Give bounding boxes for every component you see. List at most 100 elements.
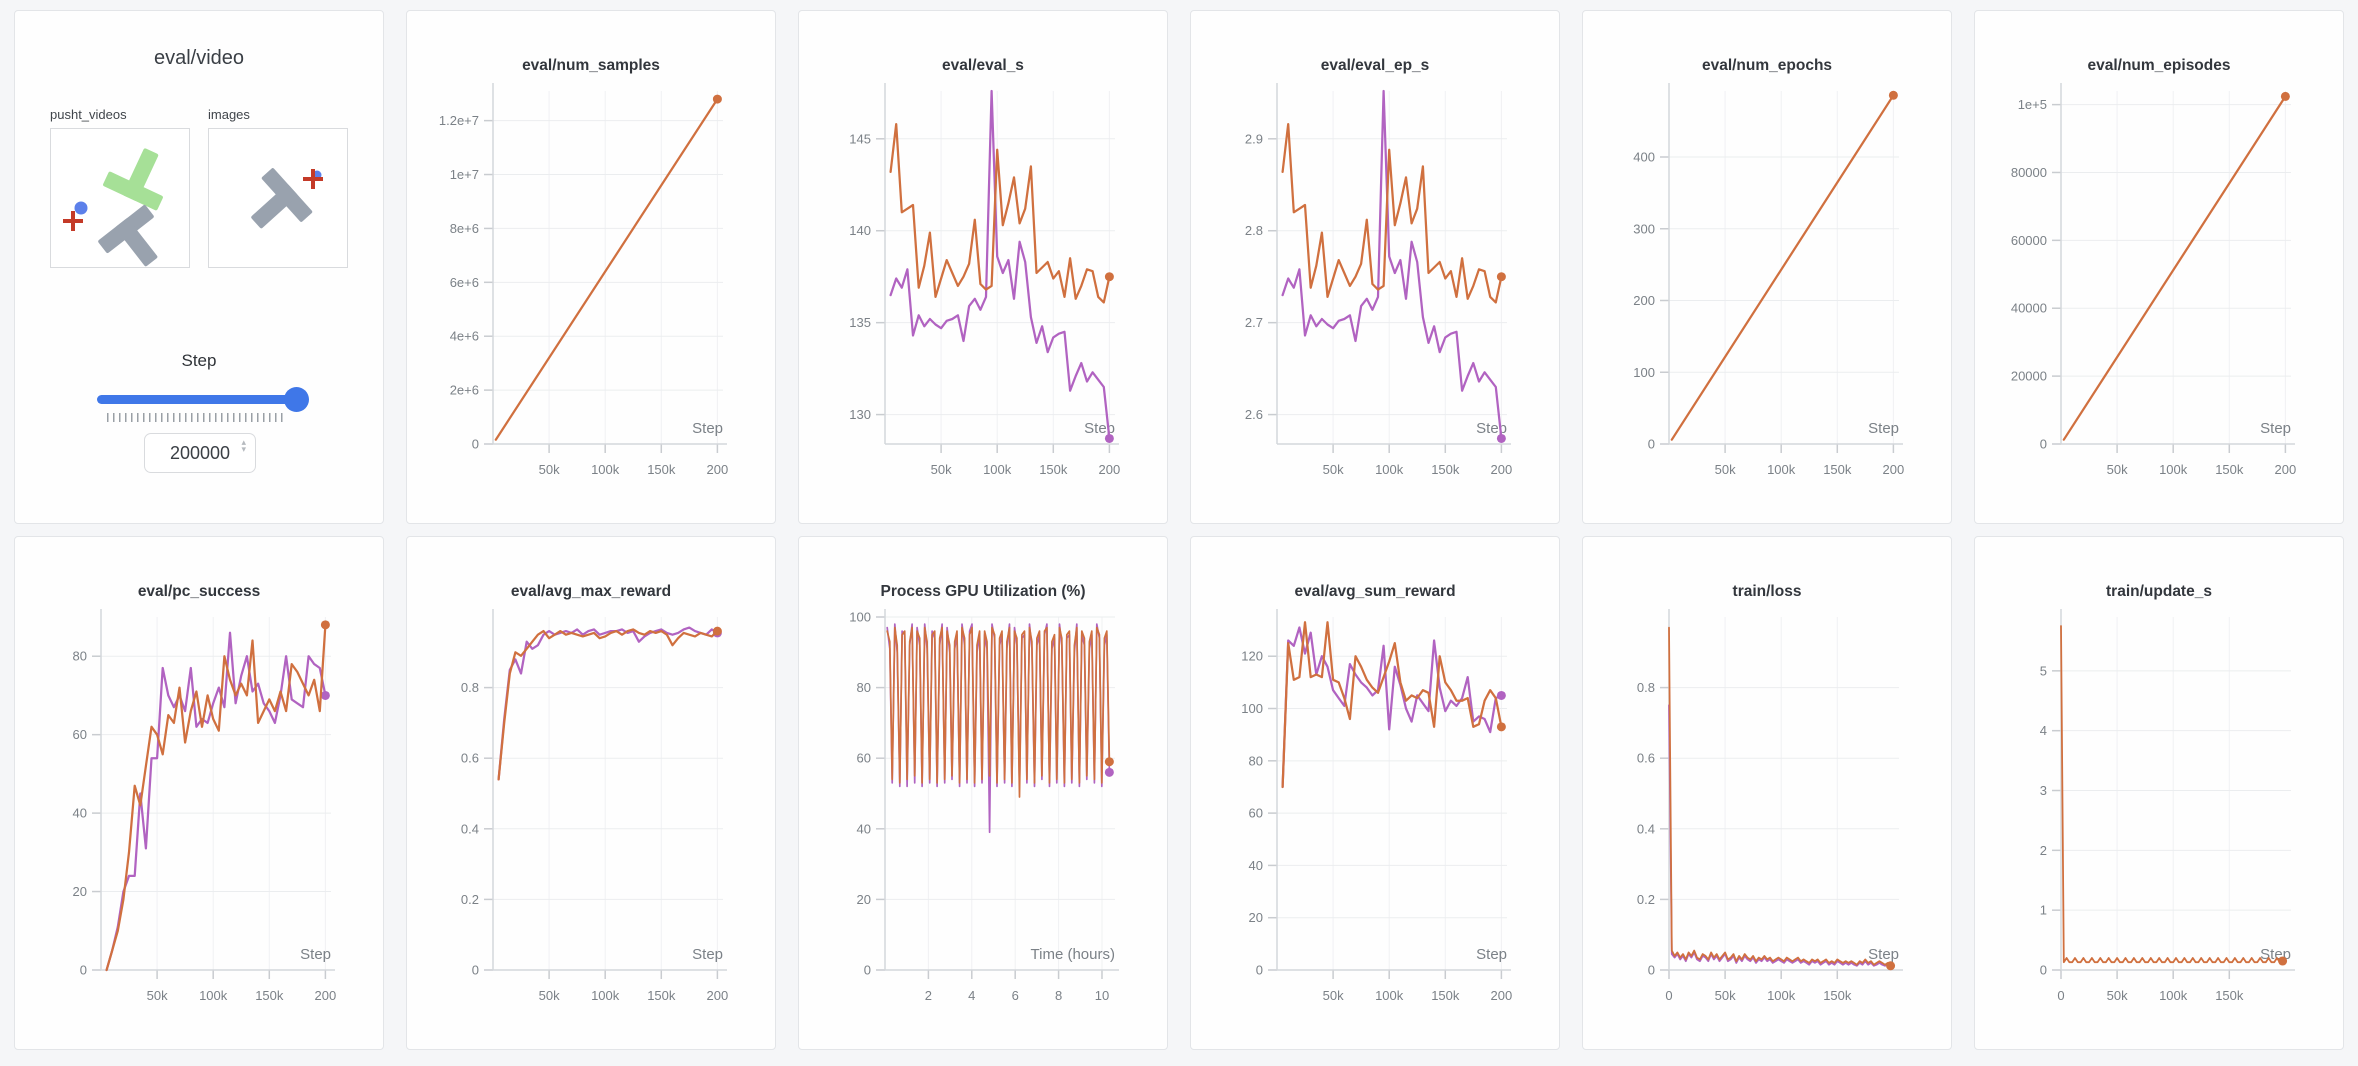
svg-text:0: 0 xyxy=(472,963,479,978)
chart-panel-eval-eval-ep-s[interactable]: eval/eval_ep_s 50k 100k 150k 200 2.6 2.7 2.8 2.9… xyxy=(1190,10,1560,524)
x-axis-label: Step xyxy=(1868,946,1899,963)
svg-text:100k: 100k xyxy=(1767,988,1796,1003)
series-line-purple xyxy=(1281,89,1503,440)
svg-text:40: 40 xyxy=(1249,858,1263,873)
series-line-orange xyxy=(494,97,719,441)
svg-text:0.8: 0.8 xyxy=(461,680,479,695)
chart-panel-process-gpu-utilization[interactable]: Process GPU Utilization (%) 2 4 6 8 10 0 20 40 60… xyxy=(798,536,1168,1050)
chart-panel-train-loss[interactable]: train/loss 0 50k 100k 150k 0 0.2 0.4 0.6 0.8 Step xyxy=(1582,536,1952,1050)
chart-panel-train-update-s[interactable]: train/update_s 0 50k 100k 150k 0 1 2 3 4 5 Step xyxy=(1974,536,2344,1050)
pusht-video-frame xyxy=(63,148,163,267)
chart-title: eval/eval_ep_s xyxy=(1320,57,1430,74)
chart-panel-eval-num-episodes[interactable]: eval/num_episodes 50k 100k 150k 200 0 20000 400… xyxy=(1974,10,2344,524)
svg-text:10: 10 xyxy=(1095,988,1109,1003)
series-line-orange xyxy=(1668,626,1892,967)
svg-text:0: 0 xyxy=(1648,963,1655,978)
spinner-down-icon[interactable]: ▾ xyxy=(241,444,246,454)
series-endpoint-purple xyxy=(1496,690,1506,700)
step-input[interactable] xyxy=(165,442,235,464)
spinner-up-icon[interactable]: ▴ xyxy=(241,437,246,447)
chart-canvas-eval-avg-max-reward[interactable]: 50k 100k 150k 200 0 0.2 0.4 0.6 0.8 Step xyxy=(407,607,775,1050)
chart-title: eval/num_epochs xyxy=(1701,57,1833,74)
svg-text:150k: 150k xyxy=(1039,462,1068,477)
svg-text:200: 200 xyxy=(1883,462,1905,477)
chart-canvas-eval-num-episodes[interactable]: 50k 100k 150k 200 0 20000 40000 60000 80000 1e+5 S… xyxy=(1975,81,2343,524)
chart-panel-eval-eval-s[interactable]: eval/eval_s 50k 100k 150k 200 130 135 140 145 Ste… xyxy=(798,10,1168,524)
svg-text:2: 2 xyxy=(925,988,932,1003)
svg-text:0: 0 xyxy=(1665,988,1672,1003)
chart-panel-eval-num-samples[interactable]: eval/num_samples 50k 100k 150k 200 0 2e+6 4e+6 6… xyxy=(406,10,776,524)
svg-text:200: 200 xyxy=(2275,462,2297,477)
series-endpoint-orange xyxy=(2278,956,2288,966)
svg-text:120: 120 xyxy=(1241,649,1263,664)
step-slider-track[interactable] xyxy=(97,387,309,412)
svg-text:100: 100 xyxy=(1633,365,1655,380)
svg-text:0.2: 0.2 xyxy=(1637,892,1655,907)
svg-text:150k: 150k xyxy=(2215,462,2244,477)
svg-text:20: 20 xyxy=(857,892,871,907)
svg-text:40000: 40000 xyxy=(2011,301,2047,316)
svg-text:150k: 150k xyxy=(2215,988,2244,1003)
chart-canvas-eval-num-samples[interactable]: 50k 100k 150k 200 0 2e+6 4e+6 6e+6 8e+6 1e+7 1.2e+… xyxy=(407,81,775,524)
svg-text:1e+5: 1e+5 xyxy=(2018,97,2047,112)
svg-text:6e+6: 6e+6 xyxy=(450,275,479,290)
svg-text:60: 60 xyxy=(73,727,87,742)
svg-text:0: 0 xyxy=(2040,437,2047,452)
svg-text:50k: 50k xyxy=(931,462,952,477)
svg-text:0: 0 xyxy=(1256,963,1263,978)
series-endpoint-purple xyxy=(1104,433,1114,443)
svg-text:4: 4 xyxy=(968,988,975,1003)
series-endpoint-orange xyxy=(320,620,330,630)
svg-text:100: 100 xyxy=(849,610,871,625)
chart-title: eval/avg_max_reward xyxy=(510,583,672,600)
target-cross-icon xyxy=(303,169,323,189)
step-spinner: ▴ ▾ xyxy=(241,437,246,454)
svg-text:130: 130 xyxy=(849,407,871,422)
step-slider-ruler xyxy=(107,413,287,422)
svg-text:145: 145 xyxy=(849,131,871,146)
svg-text:2.6: 2.6 xyxy=(1245,407,1263,422)
svg-text:150k: 150k xyxy=(255,988,284,1003)
chart-canvas-eval-num-epochs[interactable]: 50k 100k 150k 200 0 100 200 300 400 Step xyxy=(1583,81,1951,524)
svg-text:4e+6: 4e+6 xyxy=(450,329,479,344)
images-thumbnail[interactable] xyxy=(208,128,348,268)
series-line-orange xyxy=(886,626,1111,798)
step-slider-thumb[interactable] xyxy=(284,387,309,412)
series-endpoint-orange xyxy=(1886,961,1896,971)
svg-text:8e+6: 8e+6 xyxy=(450,221,479,236)
chart-panel-eval-pc-success[interactable]: eval/pc_success 50k 100k 150k 200 0 20 40 60 80 St… xyxy=(14,536,384,1050)
svg-text:40: 40 xyxy=(73,806,87,821)
svg-text:2e+6: 2e+6 xyxy=(450,383,479,398)
svg-text:100k: 100k xyxy=(983,462,1012,477)
media-panel-eval-video[interactable]: eval/video pusht_videos xyxy=(14,10,384,524)
chart-panel-eval-num-epochs[interactable]: eval/num_epochs 50k 100k 150k 200 0 100 200 300 4… xyxy=(1582,10,1952,524)
x-axis-label: Step xyxy=(2260,420,2291,437)
svg-text:100k: 100k xyxy=(1767,462,1796,477)
series-endpoint-purple xyxy=(1496,433,1506,443)
svg-text:100k: 100k xyxy=(2159,462,2188,477)
svg-text:6: 6 xyxy=(1012,988,1019,1003)
media-panel-title: eval/video xyxy=(153,47,245,69)
series-endpoint-orange xyxy=(712,626,722,636)
chart-canvas-eval-pc-success[interactable]: 50k 100k 150k 200 0 20 40 60 80 Step xyxy=(15,607,383,1050)
chart-panel-eval-avg-sum-reward[interactable]: eval/avg_sum_reward 50k 100k 150k 200 0 20 40 60… xyxy=(1190,536,1560,1050)
chart-panel-eval-avg-max-reward[interactable]: eval/avg_max_reward 50k 100k 150k 200 0 0.2 0.4… xyxy=(406,536,776,1050)
x-axis-label: Step xyxy=(1868,420,1899,437)
series-line-orange xyxy=(1281,621,1503,789)
chart-title: eval/num_episodes xyxy=(2087,57,2231,74)
svg-text:400: 400 xyxy=(1633,150,1655,165)
series-endpoint-orange xyxy=(1104,757,1114,767)
pusht-videos-thumbnail[interactable] xyxy=(50,128,190,268)
svg-text:80: 80 xyxy=(1249,753,1263,768)
svg-text:50k: 50k xyxy=(2107,988,2128,1003)
chart-canvas-eval-avg-sum-reward[interactable]: 50k 100k 150k 200 0 20 40 60 80 100 120 Step xyxy=(1191,607,1559,1050)
x-axis-label: Step xyxy=(692,946,723,963)
svg-text:0: 0 xyxy=(1648,437,1655,452)
series-line-purple xyxy=(497,626,719,781)
chart-title: eval/avg_sum_reward xyxy=(1294,583,1456,600)
chart-canvas-train-loss[interactable]: 0 50k 100k 150k 0 0.2 0.4 0.6 0.8 Step xyxy=(1583,607,1951,1050)
